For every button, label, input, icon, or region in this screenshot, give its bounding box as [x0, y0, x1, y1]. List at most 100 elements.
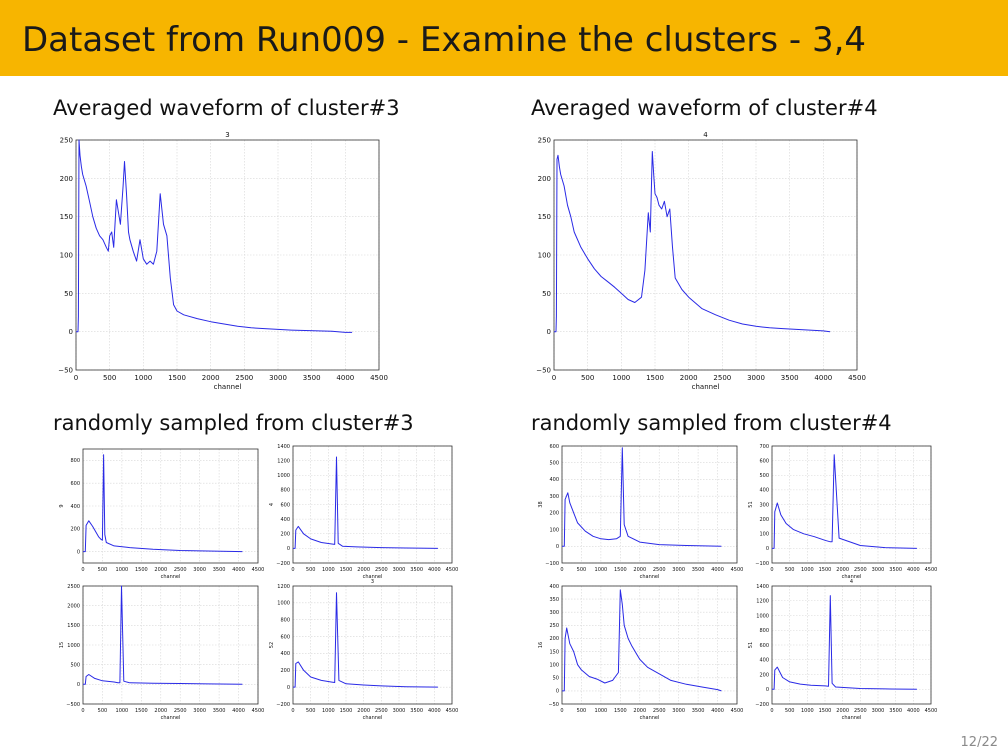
x-tick-label: 2000: [154, 567, 167, 573]
chart-sample-cluster4-2: 0 500 1000 1500 2000 2500 3000 3500 4000 4500−100…: [748, 444, 937, 580]
x-tick-label: 1500: [646, 374, 664, 382]
x-tick-label: 3000: [672, 708, 685, 714]
y-tick-label: −50: [58, 366, 73, 374]
y-tick-label: 800: [280, 617, 290, 623]
x-tick-label: 2500: [713, 374, 731, 382]
y-tick-label: 0: [77, 682, 80, 688]
y-axis-label: 4: [269, 503, 275, 506]
y-tick-label: 0: [766, 687, 769, 693]
x-tick-label: 4500: [446, 708, 459, 714]
x-tick-label: 1000: [801, 708, 814, 714]
y-tick-label: 400: [280, 517, 290, 523]
x-tick-label: 4000: [814, 374, 832, 382]
x-tick-label: 500: [785, 567, 795, 573]
x-tick-label: 2500: [235, 374, 253, 382]
y-tick-label: 600: [280, 634, 290, 640]
y-tick-label: 100: [549, 527, 559, 533]
x-tick-label: 3500: [692, 567, 705, 573]
section-label-rand4: randomly sampled from cluster#4: [531, 411, 892, 435]
x-tick-label: 500: [98, 708, 108, 714]
y-tick-label: 1000: [756, 613, 769, 619]
x-axis-label: channel: [214, 383, 242, 391]
x-tick-label: 1000: [134, 374, 152, 382]
y-tick-label: 1200: [277, 584, 290, 590]
y-tick-label: 50: [64, 290, 73, 298]
y-tick-label: 200: [549, 511, 559, 517]
chart-sample-cluster3-1: 0 500 1000 1500 2000 2500 3000 3500 4000 4500 0 200…: [59, 448, 265, 580]
x-tick-label: 3000: [872, 708, 885, 714]
y-tick-label: 100: [60, 251, 73, 259]
x-tick-label: 1500: [135, 708, 148, 714]
y-tick-label: 2500: [67, 584, 80, 590]
x-tick-label: 0: [81, 708, 84, 714]
x-axis-label: channel: [842, 715, 862, 721]
chart-avg-cluster4: 0 500 1000 1500 2000 2500 3000 3500 4000 4500−500…: [536, 131, 866, 391]
y-tick-label: 0: [287, 546, 290, 552]
x-tick-label: 1000: [322, 708, 335, 714]
x-axis-label: channel: [842, 574, 862, 580]
y-tick-label: 400: [549, 477, 559, 483]
y-tick-label: 0: [556, 689, 559, 695]
y-tick-label: −200: [276, 561, 290, 567]
x-tick-label: 3500: [410, 567, 423, 573]
series-line: [76, 139, 353, 333]
y-tick-label: −500: [66, 702, 80, 708]
y-tick-label: 400: [70, 504, 80, 510]
y-tick-label: 0: [69, 328, 73, 336]
y-tick-label: 1400: [277, 444, 290, 450]
series-line: [562, 447, 722, 547]
x-tick-label: 1000: [595, 567, 608, 573]
x-tick-label: 2500: [375, 567, 388, 573]
title-banner: Dataset from Run009 - Examine the cluste…: [0, 0, 1008, 76]
chart-sample-cluster4-4: 0 500 1000 1500 2000 2500 3000 3500 4000 4500−200…: [748, 579, 937, 721]
y-tick-label: 1000: [67, 643, 80, 649]
series-line: [293, 456, 438, 549]
chart-title: 4: [703, 131, 708, 139]
plot-frame: [561, 445, 738, 564]
x-tick-label: 2500: [854, 708, 867, 714]
y-tick-label: 200: [70, 527, 80, 533]
plot-frame: [561, 585, 738, 705]
x-tick-label: 3500: [781, 374, 799, 382]
x-tick-label: 1500: [340, 567, 353, 573]
y-tick-label: 300: [549, 610, 559, 616]
y-tick-label: −100: [545, 561, 559, 567]
y-tick-label: 200: [538, 175, 551, 183]
plot-frame: [292, 445, 453, 564]
chart-sample-cluster3-2: 0 500 1000 1500 2000 2500 3000 3500 4000 4500−200…: [269, 444, 458, 580]
y-tick-label: 350: [549, 597, 559, 603]
x-tick-label: 1500: [340, 708, 353, 714]
x-tick-label: 1000: [595, 708, 608, 714]
x-tick-label: 4500: [252, 567, 265, 573]
x-tick-label: 2000: [633, 708, 646, 714]
plot-frame: [771, 585, 932, 705]
section-label-rand3: randomly sampled from cluster#3: [53, 411, 414, 435]
x-tick-label: 1000: [116, 708, 129, 714]
x-axis-label: channel: [640, 715, 660, 721]
x-axis-label: channel: [363, 715, 383, 721]
x-tick-label: 2500: [174, 567, 187, 573]
y-tick-label: 100: [759, 532, 769, 538]
y-tick-label: 1200: [756, 599, 769, 605]
x-tick-label: 3000: [747, 374, 765, 382]
y-tick-label: 1000: [277, 473, 290, 479]
y-tick-label: 800: [280, 488, 290, 494]
x-tick-label: 0: [560, 567, 563, 573]
y-tick-label: 500: [70, 662, 80, 668]
y-axis-label: 52: [269, 642, 275, 648]
chart-sample-cluster4-1: 0 500 1000 1500 2000 2500 3000 3500 4000 4500−100…: [538, 444, 743, 580]
x-tick-label: 3500: [692, 708, 705, 714]
x-tick-label: 4000: [711, 567, 724, 573]
x-tick-label: 1500: [168, 374, 186, 382]
chart-avg-cluster3: 0 500 1000 1500 2000 2500 3000 3500 4000 4500−500…: [58, 131, 388, 391]
plot-frame: [75, 139, 380, 371]
x-tick-label: 2000: [680, 374, 698, 382]
chart-sample-cluster3-4: 0 500 1000 1500 2000 2500 3000 3500 4000 4500−200…: [269, 579, 459, 721]
section-label-avg4: Averaged waveform of cluster#4: [531, 96, 878, 120]
x-tick-label: 500: [306, 708, 316, 714]
y-tick-label: 50: [542, 290, 551, 298]
y-tick-label: 200: [60, 175, 73, 183]
x-tick-label: 2000: [357, 708, 370, 714]
page-number: 12/22: [960, 735, 998, 750]
y-tick-label: 200: [280, 532, 290, 538]
